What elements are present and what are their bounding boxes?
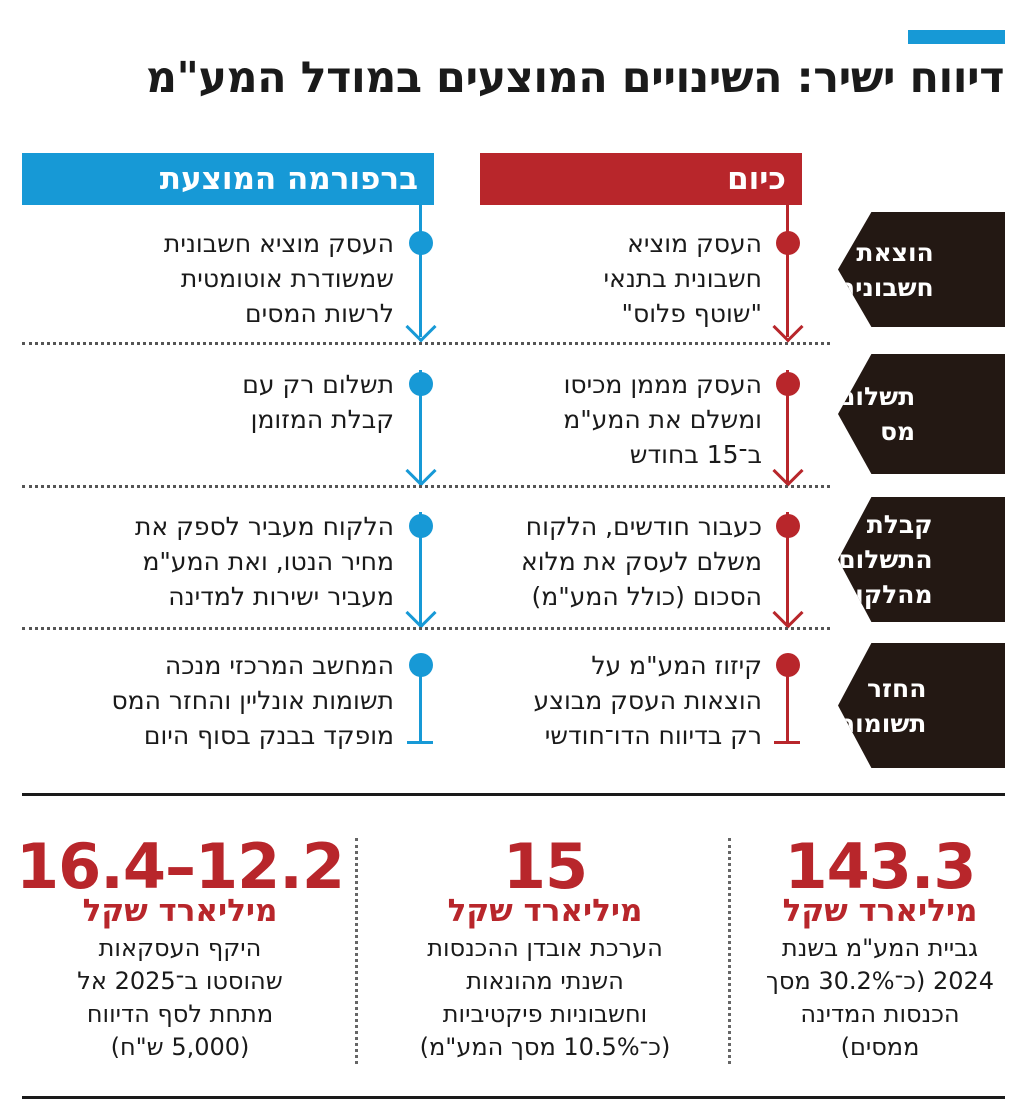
dot-today-4 — [776, 653, 800, 677]
row-label-invoice: הוצאת חשבונית — [838, 212, 1005, 327]
row-label-input-refund: החזר תשומות — [838, 643, 1005, 768]
stat-value-diverted-transactions: 16.4–12.2 — [16, 830, 345, 903]
arrow-down-icon — [405, 597, 437, 629]
column-header-today: כיום — [480, 153, 802, 205]
dot-reform-3 — [409, 514, 433, 538]
cell-reform-invoice: העסק מוציא חשבונית שמשודרת אוטומטית לרשות … — [163, 229, 394, 328]
stat-unit: מיליארד שקל — [782, 893, 978, 929]
timeline-reform-1 — [419, 205, 422, 337]
timeline-today-3 — [786, 512, 789, 624]
stat-unit: מיליארד שקל — [82, 893, 278, 929]
cell-today-input-refund: קיזוז המע"מ על הוצאות העסק מבוצע רק בדיווח… — [533, 651, 763, 750]
bottom-rule — [22, 1096, 1005, 1099]
timeline-reform-4 — [419, 655, 422, 742]
line-end-cap — [774, 741, 800, 744]
dot-reform-4 — [409, 653, 433, 677]
stat-desc-fraud-loss: הערכת אובדן ההכנסות השנתי מהונאות וחשבוניו… — [419, 934, 671, 1061]
stat-value-fraud-loss: 15 — [502, 830, 588, 903]
row-divider — [22, 485, 830, 488]
dot-reform-2 — [409, 372, 433, 396]
stat-divider — [728, 838, 731, 1064]
arrow-down-icon — [405, 311, 437, 343]
timeline-reform-3 — [419, 512, 422, 624]
arrow-down-icon — [772, 597, 804, 629]
cell-reform-customer-payment: הלקוח מעביר לספק את מחיר הנטו, ואת המע"מ מ… — [135, 512, 394, 611]
dot-today-1 — [776, 231, 800, 255]
dot-reform-1 — [409, 231, 433, 255]
column-header-reform: ברפורמה המוצעת — [22, 153, 434, 205]
stat-value-vat-revenue: 143.3 — [784, 830, 976, 903]
accent-bar — [908, 30, 1005, 44]
line-end-cap — [407, 741, 433, 744]
row-label-customer-payment: קבלת התשלום מהלקוח — [838, 497, 1005, 622]
cell-reform-input-refund: המחשב המרכזי מנכה תשומות אונליין והחזר המ… — [111, 651, 394, 750]
timeline-today-1 — [786, 205, 789, 337]
stat-unit: מיליארד שקל — [447, 893, 643, 929]
row-divider — [22, 627, 830, 630]
arrow-down-icon — [772, 455, 804, 487]
dot-today-3 — [776, 514, 800, 538]
cell-reform-tax-payment: תשלום רק עם קבלת המזומן — [242, 370, 394, 434]
timeline-today-4 — [786, 655, 789, 742]
row-label-tax-payment: תשלום מס — [838, 354, 1005, 474]
stat-desc-diverted-transactions: היקף העסקאות שהוסטו ב־2025 אל מתחת לסף הדי… — [77, 934, 283, 1061]
arrow-down-icon — [405, 455, 437, 487]
arrow-down-icon — [772, 311, 804, 343]
timeline-today-2 — [786, 370, 789, 482]
cell-today-tax-payment: העסק מממן מכיסו ומשלם את המע"מ ב־15 בחודש — [563, 370, 762, 469]
dot-today-2 — [776, 372, 800, 396]
cell-today-customer-payment: כעבור חודשים, הלקוח משלם לעסק את מלוא הסכו… — [520, 512, 762, 611]
stat-divider — [355, 838, 358, 1064]
page-title: דיווח ישיר: השינויים המוצעים במודל המע"מ — [145, 53, 1005, 103]
cell-today-invoice: העסק מוציא חשבונית בתנאי "שוטף פלוס" — [603, 229, 762, 328]
stat-desc-vat-revenue: גביית המע"מ בשנת 2024 (כ־30.2% מסך הכנסות … — [765, 934, 995, 1061]
section-divider — [22, 793, 1005, 796]
timeline-reform-2 — [419, 370, 422, 482]
row-divider — [22, 342, 830, 345]
